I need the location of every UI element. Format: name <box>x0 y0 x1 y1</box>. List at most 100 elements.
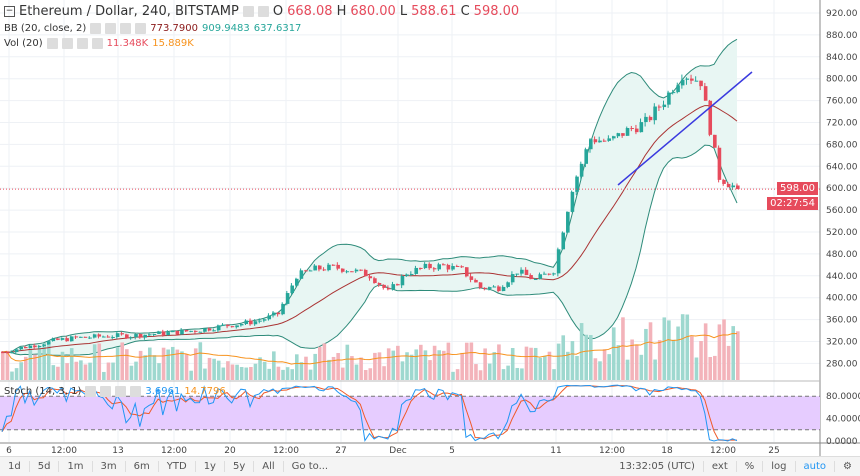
plus-icon[interactable] <box>115 386 127 397</box>
ext-button[interactable]: ext <box>704 461 737 472</box>
volume-bar <box>492 352 497 380</box>
range-6m[interactable]: 6m <box>126 461 159 472</box>
volume-bar <box>350 356 354 380</box>
candle-body <box>285 293 290 304</box>
volume-bar <box>170 346 175 380</box>
price-tick: 360.00 <box>826 316 858 326</box>
volume-bar <box>88 362 92 380</box>
volume-bar <box>313 353 317 380</box>
volume-bar <box>736 331 740 380</box>
log-button[interactable]: log <box>763 461 796 472</box>
volume-bar <box>143 355 147 380</box>
candle-body <box>42 344 46 346</box>
volume-bar <box>69 348 74 380</box>
candle-body <box>51 338 56 342</box>
volume-bar <box>235 364 239 380</box>
candle-body <box>304 270 308 272</box>
percent-button[interactable]: % <box>737 461 764 472</box>
volume-bar <box>230 364 235 380</box>
candle-body <box>607 138 611 141</box>
symbol-title[interactable]: Ethereum / Dollar, 240, BITSTAMP <box>19 4 239 19</box>
price-tick: 440.00 <box>826 272 858 282</box>
price-tick: 600.00 <box>826 184 858 194</box>
candle-body <box>474 279 478 283</box>
volume-bar <box>391 350 396 380</box>
range-3m[interactable]: 3m <box>93 461 126 472</box>
eye-icon[interactable] <box>46 38 58 49</box>
range-5y[interactable]: 5y <box>225 461 255 472</box>
candle-body <box>92 334 97 338</box>
volume-bar <box>138 350 143 380</box>
eye-icon[interactable] <box>90 23 102 34</box>
volume-bar <box>556 343 561 380</box>
volume-bar <box>671 339 676 380</box>
price-chart[interactable]: 920.00880.00840.00800.00760.00720.00680.… <box>0 0 860 456</box>
range-5d[interactable]: 5d <box>30 461 60 472</box>
candle-body <box>19 346 23 350</box>
volume-bar <box>460 352 464 380</box>
plus-icon[interactable] <box>76 38 88 49</box>
vol-label[interactable]: Vol (20) <box>4 38 43 49</box>
volume-bar <box>65 363 69 380</box>
bb-label[interactable]: BB (20, close, 2) <box>4 23 87 34</box>
candle-body <box>272 312 276 316</box>
candle-body <box>125 334 129 339</box>
candle-body <box>584 149 588 164</box>
range-ytd[interactable]: YTD <box>159 461 196 472</box>
candle-body <box>575 176 579 192</box>
volume-bar <box>639 354 644 380</box>
volume-bar <box>161 347 166 380</box>
plus-icon[interactable] <box>120 23 132 34</box>
gear-icon[interactable] <box>105 23 117 34</box>
eye-icon[interactable] <box>85 386 97 397</box>
candle-body <box>37 345 42 348</box>
volume-bar <box>23 356 28 380</box>
time-tick: 11 <box>550 446 561 456</box>
collapse-icon[interactable]: − <box>4 6 15 17</box>
candle-body <box>340 268 345 272</box>
candle-body <box>317 265 322 270</box>
bollinger-lower <box>1 144 738 356</box>
candle-body <box>506 282 510 287</box>
volume-bar <box>19 362 23 380</box>
close-icon[interactable] <box>130 386 142 397</box>
stoch-label[interactable]: Stoch (14, 3, 1) <box>4 386 82 397</box>
volume-bar <box>589 335 593 380</box>
candle-body <box>736 185 740 190</box>
volume-bar <box>262 361 267 380</box>
bb-upper: 909.9483 <box>201 23 250 34</box>
goto-button[interactable]: Go to... <box>291 461 329 472</box>
auto-button[interactable]: auto <box>796 461 836 472</box>
volume-bar <box>336 353 340 380</box>
volume-bar <box>653 359 657 380</box>
volume-bar <box>83 364 88 380</box>
countdown-tag: 02:27:54 <box>767 197 818 210</box>
volume-bar <box>552 369 556 380</box>
volume-bar <box>60 351 65 380</box>
candle-body <box>345 271 350 273</box>
gear-icon[interactable] <box>100 386 112 397</box>
candle-body <box>143 334 147 338</box>
gear-icon[interactable] <box>257 6 269 17</box>
volume-bar <box>198 342 203 380</box>
volume-bar <box>125 349 129 380</box>
range-all[interactable]: All <box>254 461 284 472</box>
volume-bar <box>510 348 515 380</box>
gear-icon[interactable] <box>61 38 73 49</box>
range-1d[interactable]: 1d <box>0 461 30 472</box>
settings-gear-icon[interactable]: ⚙ <box>843 461 852 472</box>
close-icon[interactable] <box>91 38 103 49</box>
candle-body <box>69 336 74 342</box>
range-1y[interactable]: 1y <box>196 461 225 472</box>
volume-bar <box>400 361 405 380</box>
candle-body <box>212 330 216 332</box>
volume-bar <box>363 370 368 380</box>
volume-bar <box>253 363 258 380</box>
range-1m[interactable]: 1m <box>59 461 93 472</box>
candle-body <box>239 324 244 326</box>
volume-bar <box>446 342 451 380</box>
eye-icon[interactable] <box>242 6 254 17</box>
close-icon[interactable] <box>135 23 147 34</box>
price-tick: 800.00 <box>826 75 858 85</box>
volume-bar <box>1 352 5 380</box>
